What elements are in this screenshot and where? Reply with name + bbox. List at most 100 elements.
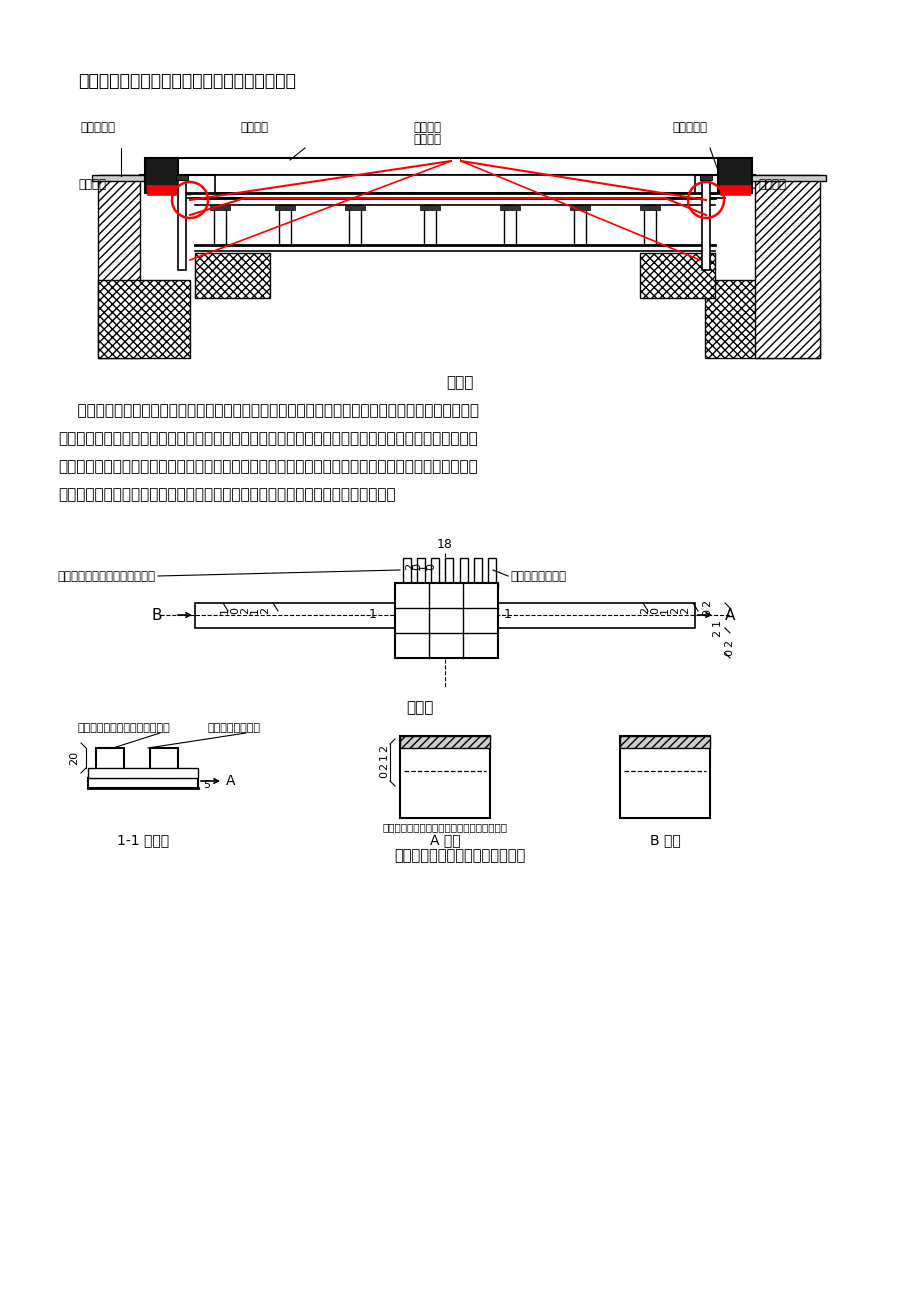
Bar <box>416 559 425 583</box>
Text: 0: 0 <box>425 562 436 569</box>
Bar <box>348 204 360 245</box>
Text: 1: 1 <box>250 607 260 613</box>
Bar <box>394 583 497 658</box>
Bar <box>150 749 177 779</box>
Bar <box>699 174 711 180</box>
Text: 5: 5 <box>203 780 210 790</box>
Text: 翻边侧模底脚，确保混凝土翻边尺寸和平面位置的正确。垫块本身采用扎丝固定在楼板的上排钢筋上，不: 翻边侧模底脚，确保混凝土翻边尺寸和平面位置的正确。垫块本身采用扎丝固定在楼板的上… <box>58 460 477 474</box>
Text: 0: 0 <box>412 562 422 569</box>
Text: 0: 0 <box>379 772 389 779</box>
Text: 固定混凝土翻边侧模塑料垫块图示: 固定混凝土翻边侧模塑料垫块图示 <box>394 848 525 863</box>
Bar <box>573 204 585 245</box>
Text: 2: 2 <box>701 599 711 607</box>
Bar <box>195 603 497 628</box>
Bar <box>640 253 714 298</box>
Bar <box>619 736 709 749</box>
Text: 2: 2 <box>640 607 650 613</box>
Bar <box>88 768 198 779</box>
Bar <box>424 204 436 245</box>
Bar <box>754 174 819 358</box>
Text: 2: 2 <box>404 562 414 569</box>
Bar <box>88 779 198 788</box>
Text: 混凝土翻边: 混凝土翻边 <box>671 121 706 134</box>
Text: B: B <box>152 608 162 622</box>
Text: A 视面: A 视面 <box>429 833 460 848</box>
Bar <box>210 204 230 210</box>
Bar <box>720 185 749 195</box>
Text: 2: 2 <box>240 607 250 613</box>
Text: 1: 1 <box>379 754 389 760</box>
Text: 2: 2 <box>669 607 679 613</box>
Bar <box>98 174 140 358</box>
Bar <box>460 559 468 583</box>
Bar <box>701 174 709 270</box>
Text: 1: 1 <box>220 607 230 613</box>
Bar <box>504 204 516 245</box>
Bar <box>400 736 490 749</box>
Text: 2: 2 <box>379 745 389 751</box>
Text: 2: 2 <box>711 629 721 637</box>
Text: 贯穿于整个构件，不会产生贯通构件的渗漏水通道，确保构件达到结构自防水要求。: 贯穿于整个构件，不会产生贯通构件的渗漏水通道，确保构件达到结构自防水要求。 <box>58 487 395 503</box>
Text: 2: 2 <box>379 763 389 769</box>
Bar <box>619 736 709 818</box>
Text: 剖面图: 剖面图 <box>446 375 473 391</box>
Text: 1: 1 <box>659 607 669 613</box>
Bar <box>487 559 495 583</box>
Bar <box>275 204 295 210</box>
Text: 20: 20 <box>69 751 79 766</box>
Text: 2: 2 <box>260 607 269 613</box>
Bar <box>147 185 176 195</box>
Text: 凹槽，用于放模板: 凹槽，用于放模板 <box>208 723 261 733</box>
Text: 1-1 剖面图: 1-1 剖面图 <box>117 833 169 848</box>
Text: B 视图: B 视图 <box>649 833 680 848</box>
Text: A: A <box>226 773 235 788</box>
Bar <box>214 204 226 245</box>
Bar <box>420 204 439 210</box>
Bar <box>96 749 124 779</box>
Text: 固定模板: 固定模板 <box>413 121 440 134</box>
Text: 扎丝绑接: 扎丝绑接 <box>78 177 106 190</box>
Text: 0: 0 <box>650 607 659 613</box>
Bar <box>499 204 519 210</box>
Text: A: A <box>724 608 734 622</box>
Bar <box>176 174 187 180</box>
Text: 圆弧凹槽，用于放置钢筋及绑扎: 圆弧凹槽，用于放置钢筋及绑扎 <box>78 723 171 733</box>
Bar <box>717 158 751 193</box>
Bar <box>345 204 365 210</box>
Bar <box>640 204 659 210</box>
Bar <box>704 280 819 358</box>
Bar <box>403 559 411 583</box>
Text: 凹槽，用于放模板: 凹槽，用于放模板 <box>509 569 565 582</box>
Text: 1: 1 <box>711 620 721 626</box>
Text: 18: 18 <box>437 538 452 551</box>
Bar <box>445 559 452 583</box>
Bar <box>570 204 589 210</box>
Bar <box>177 174 186 270</box>
Text: 扎丝绑接: 扎丝绑接 <box>757 177 785 190</box>
Text: 1: 1 <box>369 608 377 621</box>
Text: 翻边侧模: 翻边侧模 <box>240 121 267 134</box>
Text: 内弧面做点状突起或螺纹，增大与钢筋的摩擦: 内弧面做点状突起或螺纹，增大与钢筋的摩擦 <box>382 822 507 832</box>
Bar <box>743 174 825 181</box>
Bar <box>145 158 177 193</box>
Bar <box>278 204 290 245</box>
Bar <box>473 559 482 583</box>
Text: 1: 1 <box>418 562 428 569</box>
Text: 0: 0 <box>230 607 240 613</box>
Text: 混凝土翻边: 混凝土翻边 <box>80 121 115 134</box>
Text: 平面图: 平面图 <box>406 700 433 715</box>
Bar <box>643 204 655 245</box>
Bar <box>98 280 190 358</box>
Bar <box>394 583 497 589</box>
Bar <box>215 174 694 193</box>
Text: 塑料垫块方式固定混凝土翻边侧模施工方法中，根据工程实际情况确定其塑料垫块规格尺寸，采用注: 塑料垫块方式固定混凝土翻边侧模施工方法中，根据工程实际情况确定其塑料垫块规格尺寸… <box>58 404 479 418</box>
Bar <box>497 603 694 628</box>
Bar <box>430 559 438 583</box>
Text: 1: 1 <box>504 608 511 621</box>
Bar <box>400 736 490 818</box>
Text: 塑工艺进行生产，在垂直于混凝土翻边的上排板筋上用扎丝固定垫块，利用垫块本身上部设有的凹槽固定: 塑工艺进行生产，在垂直于混凝土翻边的上排板筋上用扎丝固定垫块，利用垫块本身上部设… <box>58 431 477 447</box>
Text: 塑料垫块: 塑料垫块 <box>413 133 440 146</box>
Bar <box>92 174 152 181</box>
Text: 圆弧凹槽，用于放置钢筋及绑扎: 圆弧凹槽，用于放置钢筋及绑扎 <box>57 569 154 582</box>
Text: 方案三：利用塑料垫块方式固定混凝土翻边侧模: 方案三：利用塑料垫块方式固定混凝土翻边侧模 <box>78 72 296 90</box>
